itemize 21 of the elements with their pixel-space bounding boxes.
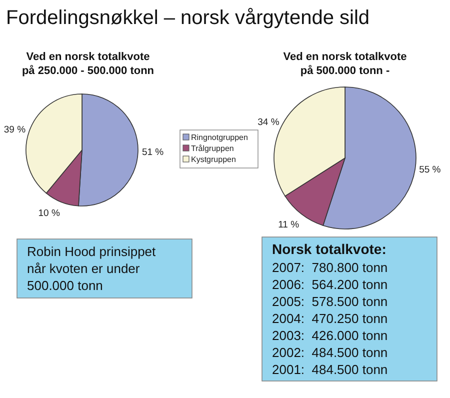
text: 2002: 484.500 tonn xyxy=(272,345,388,360)
chart-subtitle: Ved en norsk totalkvote på 250.000 - 500.000 tonn xyxy=(22,51,154,77)
text: 2007: 780.800 tonn xyxy=(272,260,388,275)
chart-title: Fordelingsnøkkel – norsk vårgytende sild xyxy=(6,7,370,29)
legend-label: Kystgruppen xyxy=(191,155,236,164)
chart-title: Ved en norsk totalkvote på 500.000 tonn - xyxy=(283,51,407,77)
data-label: 11 % xyxy=(278,219,300,230)
text: 2006: 564.200 tonn xyxy=(272,277,388,292)
text: 2004: 470.250 tonn xyxy=(272,311,388,326)
text: 2001: 484.500 tonn xyxy=(272,362,388,377)
data-label: 39 % xyxy=(4,124,26,136)
data-label: 55 % xyxy=(419,164,442,176)
data-label: 10 % xyxy=(38,208,60,219)
legend-label: Ringnotgruppen xyxy=(191,133,248,142)
text: Robin Hood prinsippet når kvoten er under 500.000 tonn xyxy=(27,244,156,293)
legend-label: Trålgruppen xyxy=(191,144,234,153)
data-label: 51 % xyxy=(142,146,164,158)
text: 2005: 578.500 tonn xyxy=(272,294,388,309)
text: 2003: 426.000 tonn xyxy=(272,328,388,343)
data-label: 34 % xyxy=(258,116,280,128)
text: Norsk totalkvote: xyxy=(272,241,386,257)
